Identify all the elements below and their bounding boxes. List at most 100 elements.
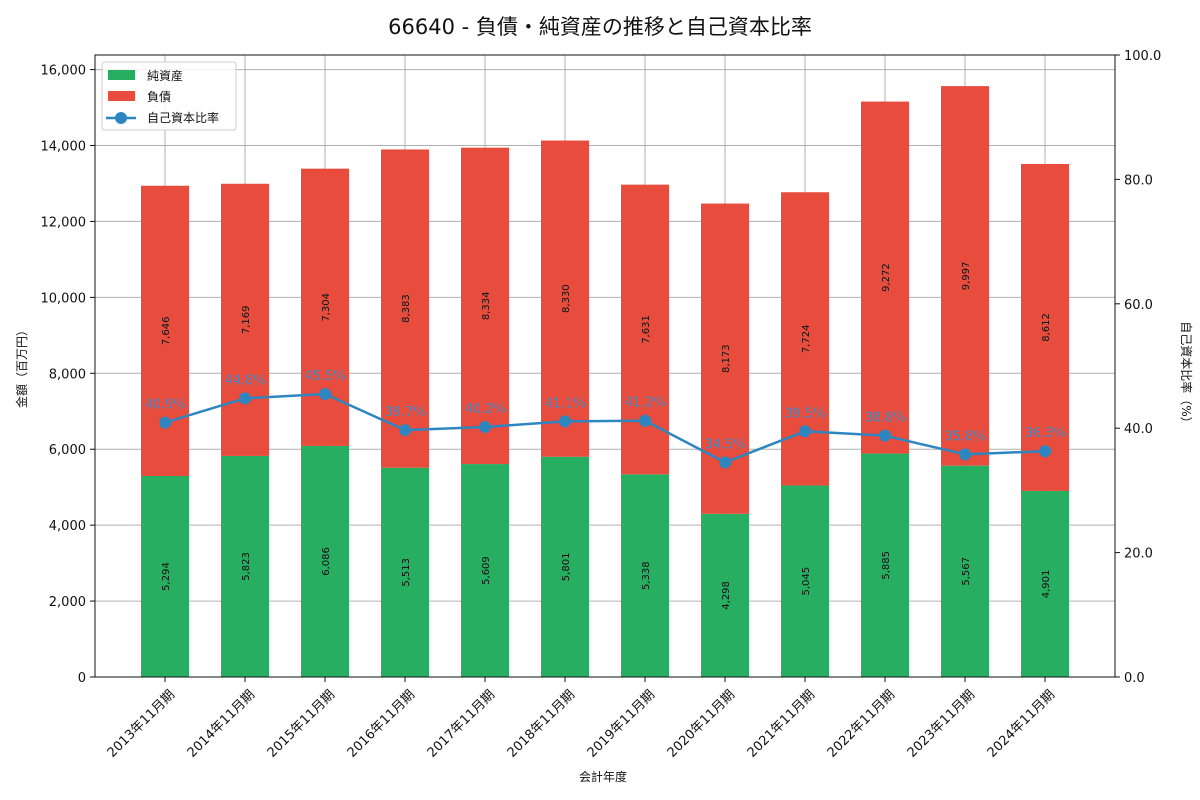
bar-net-assets: [861, 453, 909, 677]
y2-tick-label: 80.0: [1124, 173, 1153, 188]
bar-value-label: 5,567: [961, 557, 972, 586]
bar-liabilities: [1021, 163, 1069, 491]
ratio-value-label: 34.5%: [704, 437, 745, 452]
y2-axis-label: 自己資本比率（%）: [1179, 321, 1194, 428]
ratio-marker: [959, 448, 971, 461]
bar-liabilities: [941, 86, 989, 466]
x-tick-label: 2016年11月期: [345, 687, 418, 760]
bar-net-assets: [701, 513, 749, 677]
y-tick-label: 16,000: [41, 64, 87, 79]
ratio-value-label: 39.5%: [784, 406, 825, 421]
y2-tick-label: 100.0: [1124, 49, 1161, 64]
ratio-marker: [1039, 445, 1051, 458]
y-tick-label: 6,000: [49, 443, 86, 458]
bar-value-label: 7,631: [641, 315, 652, 344]
bars: 5,294 7,646 5,823 7,169 6,086 7,304 5,513 8,383…: [141, 86, 1069, 677]
ratio-value-label: 40.9%: [144, 398, 185, 413]
legend-marker-ratio: [115, 112, 127, 124]
ratio-marker: [559, 415, 571, 428]
plot-frame: [94, 54, 1116, 678]
y-axis-label: 金額（百万円）: [14, 324, 29, 408]
ratio-marker: [879, 429, 891, 442]
y-tick-label: 2,000: [49, 595, 86, 610]
bar-value-label: 4,901: [1041, 570, 1052, 599]
x-tick-label: 2024年11月期: [985, 687, 1058, 760]
equity-ratio-line: 40.9% 44.8% 45.5% 39.7% 40.2% 41.1% 41.2% 34.5%…: [144, 369, 1066, 469]
axes: 0 2,000 4,000 6,000 8,000 10,000 12,000 14,000 1…: [41, 49, 1162, 761]
legend-label: 純資産: [147, 68, 183, 83]
bar-net-assets: [1021, 490, 1069, 677]
y2-tick-label: 40.0: [1124, 422, 1153, 437]
bar-value-label: 8,173: [721, 344, 732, 373]
ratio-marker: [399, 424, 411, 437]
y-tick-label: 14,000: [41, 140, 87, 155]
x-tick-label: 2014年11月期: [185, 687, 258, 760]
x-tick-label: 2018年11月期: [505, 687, 578, 760]
bar-value-label: 9,997: [961, 262, 972, 291]
x-tick-label: 2022年11月期: [825, 687, 898, 760]
legend-swatch-liabilities: [108, 91, 135, 101]
bar-value-label: 7,724: [801, 325, 812, 354]
bar-value-label: 5,294: [161, 562, 172, 591]
ratio-marker: [639, 414, 651, 427]
bar-net-assets: [301, 445, 349, 677]
legend-label: 負債: [147, 89, 171, 104]
bar-value-label: 7,304: [321, 293, 332, 322]
bar-net-assets: [941, 465, 989, 677]
bar-net-assets: [461, 464, 509, 677]
ratio-value-label: 35.8%: [944, 429, 985, 444]
bar-value-label: 8,383: [401, 294, 412, 323]
bar-net-assets: [221, 455, 269, 677]
y2-tick-label: 0.0: [1124, 671, 1145, 686]
x-tick-label: 2015年11月期: [265, 687, 338, 760]
y-tick-label: 8,000: [49, 367, 86, 382]
bar-liabilities: [541, 140, 589, 457]
bar-value-label: 8,330: [561, 284, 572, 313]
legend-box: [101, 61, 237, 131]
x-axis-label: 会計年度: [579, 769, 627, 784]
bar-value-label: 5,338: [641, 561, 652, 590]
y-tick-label: 10,000: [41, 291, 87, 306]
bar-value-label: 7,646: [161, 317, 172, 346]
y-tick-label: 12,000: [41, 215, 87, 230]
bar-value-label: 7,169: [241, 306, 252, 335]
bar-liabilities: [461, 147, 509, 465]
chart-title: 66640 - 負債・純資産の推移と自己資本比率: [388, 15, 812, 39]
x-tick-label: 2021年11月期: [745, 687, 818, 760]
ratio-value-label: 39.7%: [384, 405, 425, 420]
y-tick-label: 4,000: [49, 519, 86, 534]
bar-net-assets: [621, 474, 669, 677]
ratio-value-label: 41.2%: [624, 396, 665, 411]
y2-tick-label: 60.0: [1124, 298, 1153, 313]
bar-liabilities: [861, 101, 909, 454]
bar-net-assets: [781, 485, 829, 677]
bar-value-label: 4,298: [721, 581, 732, 610]
x-tick-label: 2023年11月期: [905, 687, 978, 760]
bar-net-assets: [381, 467, 429, 677]
ratio-marker: [799, 425, 811, 438]
y-tick-label: 0: [78, 671, 86, 686]
ratio-value-label: 44.8%: [224, 373, 265, 388]
bar-value-label: 5,885: [881, 551, 892, 580]
ratio-marker: [319, 387, 331, 400]
bar-value-label: 9,272: [881, 263, 892, 292]
bar-liabilities: [221, 183, 269, 456]
ratio-marker: [719, 456, 731, 469]
bar-net-assets: [541, 456, 589, 677]
x-tick-label: 2020年11月期: [665, 687, 738, 760]
bar-value-label: 6,086: [321, 547, 332, 576]
ratio-value-label: 45.5%: [304, 369, 345, 384]
y2-tick-label: 20.0: [1124, 547, 1153, 562]
bar-value-label: 8,612: [1041, 313, 1052, 342]
bar-liabilities: [381, 149, 429, 468]
ratio-marker: [239, 392, 251, 405]
bar-net-assets: [141, 476, 189, 677]
ratio-value-label: 40.2%: [464, 402, 505, 417]
ratio-polyline: [164, 392, 1046, 464]
ratio-marker: [159, 416, 171, 429]
legend-swatch-net-assets: [108, 70, 135, 80]
ratio-value-label: 41.1%: [544, 396, 585, 411]
bar-value-label: 5,513: [401, 558, 412, 587]
